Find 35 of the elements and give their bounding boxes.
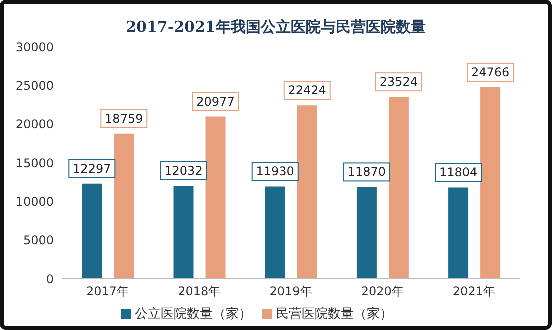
y-tick-label: 15000	[16, 156, 54, 170]
data-label: 24766	[471, 65, 510, 80]
x-tick-label: 2020年	[361, 284, 404, 299]
data-label: 12032	[164, 164, 203, 178]
legend-label: 民营医院数量（家）	[276, 307, 393, 322]
y-tick-label: 25000	[16, 78, 54, 93]
data-label: 22424	[288, 84, 326, 98]
bar	[265, 186, 286, 279]
x-tick-label: 2021年	[452, 284, 496, 299]
bar	[448, 188, 469, 279]
y-tick-label: 30000	[16, 40, 54, 54]
bar	[297, 106, 318, 279]
bar	[174, 186, 194, 279]
bar	[356, 187, 377, 279]
x-tick-label: 2018年	[178, 284, 221, 299]
chart-title: 2017-2021年我国公立医院与民营医院数量	[125, 18, 427, 37]
data-label: 23524	[380, 75, 418, 90]
data-label: 11804	[439, 166, 478, 180]
y-tick-label: 0	[46, 272, 54, 286]
bar	[114, 134, 134, 279]
bar	[480, 87, 501, 279]
x-tick-label: 2017年	[86, 284, 130, 299]
y-tick-label: 10000	[16, 194, 54, 209]
data-label: 20977	[196, 94, 235, 109]
data-label: 18759	[105, 112, 144, 126]
bar	[388, 97, 409, 279]
y-tick-label: 5000	[23, 234, 54, 248]
data-label: 11930	[256, 164, 294, 179]
data-label: 11870	[348, 165, 386, 180]
data-label: 12297	[73, 162, 112, 176]
bar	[206, 116, 226, 279]
bar	[82, 184, 102, 279]
x-tick-label: 2019年	[270, 284, 312, 299]
legend-label: 公立医院数量（家）	[135, 307, 252, 322]
y-tick-label: 20000	[16, 118, 54, 132]
